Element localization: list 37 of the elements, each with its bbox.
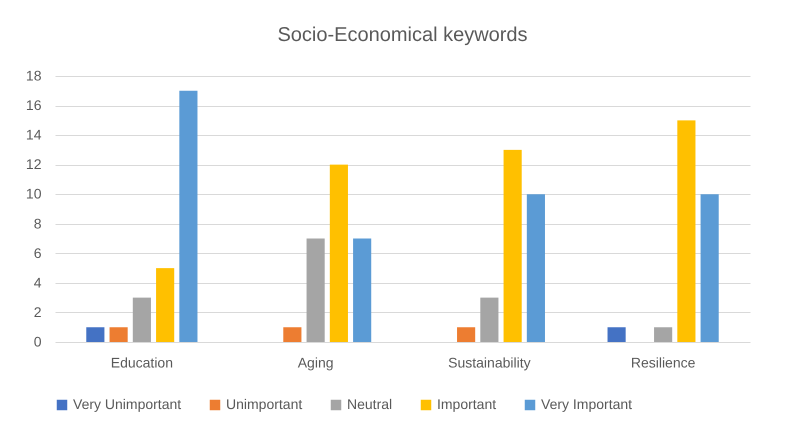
legend-label: Important xyxy=(437,396,496,412)
bar xyxy=(306,238,325,342)
bar xyxy=(504,150,522,342)
bar xyxy=(110,327,128,342)
bar xyxy=(132,298,151,342)
legend-label: Very Unimportant xyxy=(73,396,182,412)
y-tick-label: 12 xyxy=(26,156,42,172)
y-tick-label: 16 xyxy=(26,97,42,114)
chart-title: Socio-Economical keywords xyxy=(277,24,528,46)
bar xyxy=(700,194,719,342)
legend-label: Very Important xyxy=(541,396,632,412)
legend-label: Unimportant xyxy=(226,396,302,412)
y-tick-label: 14 xyxy=(26,126,42,143)
bar xyxy=(457,327,476,342)
bar xyxy=(654,327,672,342)
x-tick-label: Aging xyxy=(298,354,334,370)
y-tick-label: 8 xyxy=(34,215,42,232)
y-tick-label: 10 xyxy=(26,186,42,202)
y-tick-label: 0 xyxy=(34,334,42,350)
y-tick-label: 6 xyxy=(34,244,42,261)
bar xyxy=(283,327,302,342)
x-tick-label: Sustainability xyxy=(448,354,531,370)
x-tick-label: Resilience xyxy=(630,354,696,370)
y-tick-label: 4 xyxy=(34,274,42,290)
y-tick-label: 2 xyxy=(34,304,42,320)
x-tick-label: Education xyxy=(110,354,174,370)
bar xyxy=(677,120,696,342)
legend-label: Neutral xyxy=(347,396,392,412)
bar xyxy=(156,268,174,342)
y-tick-label: 18 xyxy=(26,68,42,84)
bar xyxy=(526,194,545,342)
bar xyxy=(608,327,626,342)
bar xyxy=(353,238,372,342)
bar xyxy=(480,298,498,342)
bar xyxy=(179,90,198,342)
bar xyxy=(330,164,348,342)
bar xyxy=(86,327,104,342)
